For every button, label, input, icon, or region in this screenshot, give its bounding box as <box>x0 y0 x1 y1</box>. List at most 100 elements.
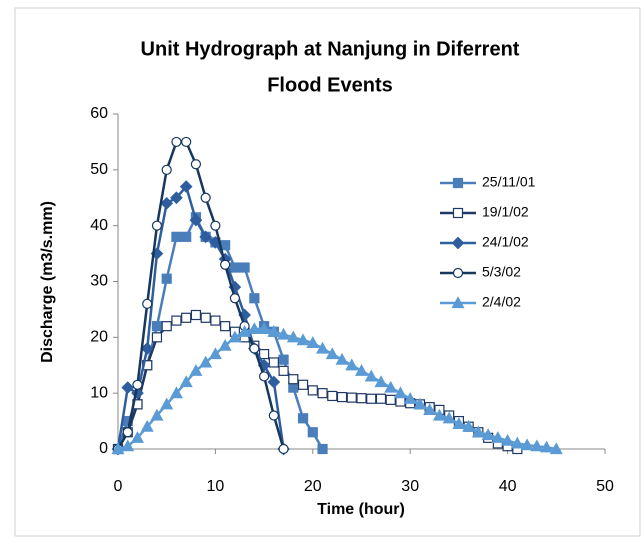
marker <box>277 327 291 340</box>
marker <box>161 321 172 332</box>
y-tick-label: 60 <box>90 105 108 122</box>
marker <box>160 397 174 410</box>
marker <box>432 408 446 421</box>
marker <box>345 358 359 371</box>
marker <box>325 347 339 360</box>
marker <box>151 332 163 343</box>
marker <box>307 427 318 438</box>
marker <box>307 385 318 396</box>
marker <box>181 136 192 148</box>
marker <box>259 348 270 360</box>
marker <box>471 425 485 438</box>
marker <box>510 436 524 449</box>
marker <box>356 393 367 404</box>
marker <box>317 388 328 399</box>
marker <box>259 371 270 382</box>
marker <box>181 231 192 242</box>
marker <box>140 342 154 355</box>
marker <box>239 262 250 273</box>
marker <box>327 390 338 402</box>
marker <box>374 375 388 388</box>
marker <box>278 365 289 376</box>
y-tick-label: 30 <box>90 273 108 290</box>
marker <box>297 379 309 390</box>
marker <box>200 192 211 203</box>
marker <box>317 443 328 455</box>
marker <box>130 431 144 443</box>
marker <box>247 322 261 335</box>
marker <box>160 196 174 210</box>
marker <box>462 419 476 432</box>
marker <box>385 394 396 405</box>
marker <box>199 355 213 368</box>
marker <box>142 298 153 309</box>
marker <box>179 180 193 193</box>
marker <box>170 191 183 205</box>
marker <box>200 312 211 323</box>
marker <box>122 427 133 438</box>
y-tick-label: 40 <box>90 217 108 234</box>
marker <box>491 431 505 443</box>
legend-label: 5/3/02 <box>482 264 521 280</box>
marker <box>296 333 310 346</box>
marker <box>336 391 348 403</box>
marker <box>297 413 309 424</box>
marker <box>199 230 213 244</box>
marker <box>179 375 193 388</box>
marker <box>530 439 544 452</box>
marker <box>278 354 289 365</box>
marker <box>111 442 125 455</box>
chart-title: Unit Hydrograph at Nanjung in Diferrent <box>141 38 520 60</box>
marker <box>150 408 164 421</box>
marker <box>220 321 231 332</box>
y-tick-label: 0 <box>99 440 108 457</box>
x-tick-label: 0 <box>114 478 123 495</box>
marker <box>218 338 232 351</box>
marker <box>335 352 349 365</box>
marker <box>268 410 279 421</box>
marker <box>501 433 515 446</box>
marker <box>161 164 172 175</box>
marker <box>220 259 231 270</box>
marker <box>140 419 154 432</box>
marker <box>151 321 163 332</box>
legend-marker <box>451 236 465 250</box>
marker <box>452 417 466 429</box>
marker <box>384 380 398 393</box>
marker <box>208 347 222 360</box>
marker <box>288 382 299 393</box>
marker <box>375 393 387 404</box>
legend-label: 25/11/01 <box>482 174 536 190</box>
marker <box>354 364 369 376</box>
marker <box>190 159 202 170</box>
marker <box>540 440 554 453</box>
marker <box>549 442 563 455</box>
marker <box>190 309 202 321</box>
marker <box>151 220 163 231</box>
y-axis-title: Discharge (m3/s.mm) <box>39 201 56 363</box>
x-tick-label: 10 <box>207 478 225 495</box>
marker <box>161 273 172 284</box>
x-tick-label: 50 <box>596 478 614 495</box>
marker <box>316 341 330 354</box>
marker <box>520 438 534 451</box>
legend-marker <box>451 296 465 309</box>
legend-label: 19/1/02 <box>482 204 529 220</box>
marker <box>121 439 135 452</box>
marker <box>181 312 192 323</box>
marker <box>403 392 417 404</box>
legend-label: 2/4/02 <box>482 294 521 310</box>
marker <box>366 393 377 404</box>
marker <box>171 315 182 326</box>
chart-title: Flood Events <box>267 74 393 96</box>
marker <box>210 315 221 326</box>
marker <box>171 136 182 148</box>
marker <box>393 386 407 399</box>
marker <box>249 293 260 304</box>
marker <box>189 213 203 227</box>
y-tick-label: 20 <box>90 329 108 346</box>
marker <box>278 443 289 455</box>
marker <box>229 262 240 273</box>
legend-label: 24/1/02 <box>482 234 529 250</box>
